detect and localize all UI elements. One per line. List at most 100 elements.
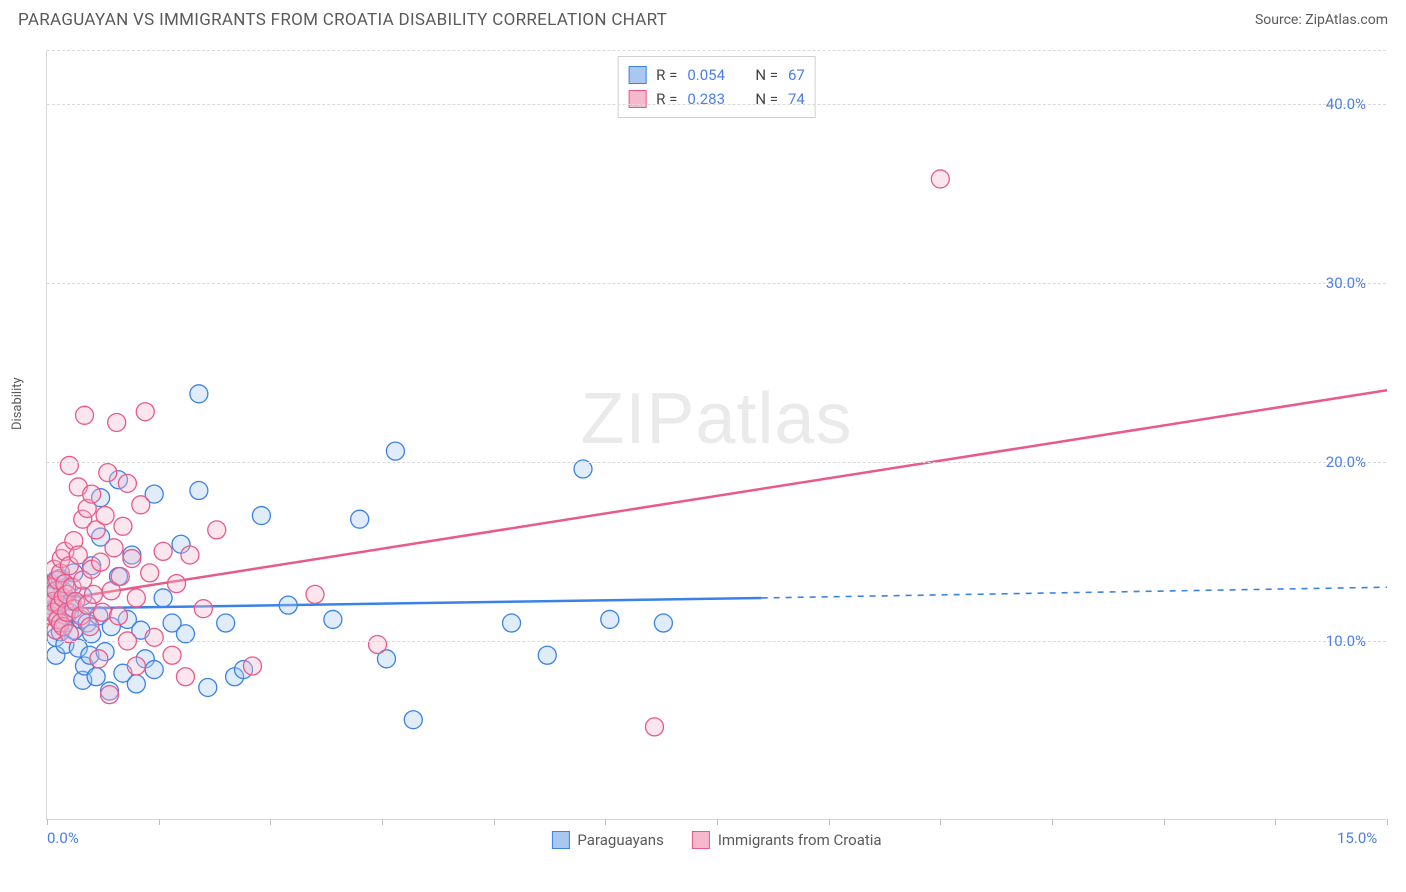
data-point-croatia xyxy=(931,170,949,188)
x-tick-mark xyxy=(270,819,271,825)
x-tick-mark xyxy=(605,819,606,825)
swatch-paraguayans xyxy=(628,66,646,84)
x-tick-mark xyxy=(1164,819,1165,825)
x-tick-mark xyxy=(1387,819,1388,825)
data-point-croatia xyxy=(108,413,126,431)
gridline xyxy=(47,50,1386,51)
x-tick-mark xyxy=(47,819,48,825)
data-point-paraguayans xyxy=(279,596,297,614)
data-point-croatia xyxy=(123,550,141,568)
y-tick-label: 40.0% xyxy=(1326,95,1366,113)
data-point-croatia xyxy=(194,600,212,618)
data-point-paraguayans xyxy=(601,610,619,628)
x-tick-mark xyxy=(940,819,941,825)
data-point-croatia xyxy=(181,546,199,564)
data-point-croatia xyxy=(176,668,194,686)
n-value-croatia: 74 xyxy=(788,87,805,111)
x-tick-mark xyxy=(159,819,160,825)
data-point-croatia xyxy=(136,403,154,421)
chart-plot-area: ZIPatlas R = 0.054 N = 67 R = 0.283 N = … xyxy=(46,50,1386,820)
data-point-paraguayans xyxy=(154,589,172,607)
data-point-paraguayans xyxy=(386,442,404,460)
data-point-paraguayans xyxy=(217,614,235,632)
data-point-paraguayans xyxy=(538,646,556,664)
data-point-paraguayans xyxy=(127,675,145,693)
data-point-croatia xyxy=(306,585,324,603)
x-tick-mark xyxy=(717,819,718,825)
legend-item-paraguayans: Paraguayans xyxy=(551,831,663,849)
n-label: N = xyxy=(755,63,778,87)
scatter-svg xyxy=(47,50,1387,820)
r-value-croatia: 0.283 xyxy=(687,87,737,111)
x-tick-label: 0.0% xyxy=(47,829,79,847)
data-point-croatia xyxy=(645,718,663,736)
regression-line-croatia xyxy=(47,390,1387,601)
n-value-paraguayans: 67 xyxy=(788,63,805,87)
data-point-croatia xyxy=(168,575,186,593)
data-point-croatia xyxy=(243,657,261,675)
data-point-croatia xyxy=(84,585,102,603)
data-point-croatia xyxy=(92,553,110,571)
x-tick-mark xyxy=(829,819,830,825)
data-point-croatia xyxy=(145,628,163,646)
series-legend: Paraguayans Immigrants from Croatia xyxy=(551,831,881,849)
legend-row-croatia: R = 0.283 N = 74 xyxy=(628,87,805,111)
gridline xyxy=(47,462,1386,463)
data-point-croatia xyxy=(90,650,108,668)
data-point-croatia xyxy=(93,603,111,621)
data-point-paraguayans xyxy=(199,678,217,696)
x-tick-mark xyxy=(1052,819,1053,825)
chart-title: PARAGUAYAN VS IMMIGRANTS FROM CROATIA DI… xyxy=(18,10,667,30)
data-point-croatia xyxy=(101,686,119,704)
data-point-croatia xyxy=(76,406,94,424)
data-point-croatia xyxy=(96,507,114,525)
data-point-croatia xyxy=(99,464,117,482)
r-label: R = xyxy=(656,63,677,87)
data-point-croatia xyxy=(118,474,136,492)
data-point-croatia xyxy=(81,618,99,636)
legend-item-croatia: Immigrants from Croatia xyxy=(692,831,882,849)
data-point-croatia xyxy=(163,646,181,664)
x-tick-mark xyxy=(382,819,383,825)
r-value-paraguayans: 0.054 xyxy=(687,63,737,87)
data-point-croatia xyxy=(69,546,87,564)
data-point-paraguayans xyxy=(654,614,672,632)
data-point-paraguayans xyxy=(252,507,270,525)
data-point-paraguayans xyxy=(351,510,369,528)
swatch-paraguayans xyxy=(551,831,569,849)
gridline xyxy=(47,641,1386,642)
legend-label-paraguayans: Paraguayans xyxy=(577,831,663,849)
y-tick-label: 20.0% xyxy=(1326,453,1366,471)
n-label: N = xyxy=(755,87,778,111)
gridline xyxy=(47,104,1386,105)
swatch-croatia xyxy=(628,90,646,108)
legend-row-paraguayans: R = 0.054 N = 67 xyxy=(628,63,805,87)
x-tick-label: 15.0% xyxy=(1337,829,1377,847)
data-point-paraguayans xyxy=(190,482,208,500)
data-point-croatia xyxy=(141,564,159,582)
data-point-croatia xyxy=(369,636,387,654)
data-point-paraguayans xyxy=(404,711,422,729)
gridline xyxy=(47,283,1386,284)
r-label: R = xyxy=(656,87,677,111)
data-point-paraguayans xyxy=(324,610,342,628)
data-point-croatia xyxy=(109,607,127,625)
source-attribution: Source: ZipAtlas.com xyxy=(1255,12,1388,28)
x-tick-mark xyxy=(494,819,495,825)
data-point-croatia xyxy=(127,657,145,675)
data-point-paraguayans xyxy=(87,668,105,686)
data-point-croatia xyxy=(111,567,129,585)
data-point-croatia xyxy=(132,496,150,514)
data-point-paraguayans xyxy=(145,661,163,679)
data-point-croatia xyxy=(154,542,172,560)
legend-label-croatia: Immigrants from Croatia xyxy=(718,831,882,849)
data-point-paraguayans xyxy=(190,385,208,403)
swatch-croatia xyxy=(692,831,710,849)
data-point-croatia xyxy=(105,539,123,557)
regression-line-dashed-paraguayans xyxy=(762,587,1387,598)
data-point-croatia xyxy=(114,517,132,535)
data-point-croatia xyxy=(83,485,101,503)
y-axis-label: Disability xyxy=(10,377,25,430)
data-point-croatia xyxy=(208,521,226,539)
data-point-paraguayans xyxy=(503,614,521,632)
